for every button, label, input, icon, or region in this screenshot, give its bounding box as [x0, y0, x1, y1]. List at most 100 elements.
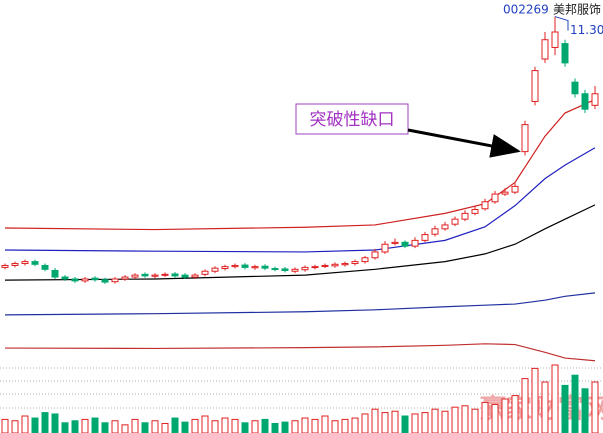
volume-bar	[191, 418, 199, 433]
candle-body	[111, 278, 119, 283]
volume-bar	[361, 413, 369, 433]
candle-body	[321, 264, 329, 267]
volume-bar	[371, 408, 379, 433]
volume-bar	[241, 422, 249, 433]
volume-bar	[331, 420, 339, 433]
volume-bar	[491, 403, 499, 433]
candle-body	[391, 241, 399, 244]
candle-body	[31, 261, 39, 265]
candle-body	[521, 124, 529, 153]
candle-body	[531, 70, 539, 102]
candle-body	[291, 268, 299, 272]
volume-bar	[91, 417, 99, 433]
volume-bar	[431, 408, 439, 433]
candle-body	[221, 266, 229, 270]
volume-bar	[301, 417, 309, 433]
candle-body	[91, 277, 99, 281]
candle-body	[401, 241, 409, 247]
candle-body	[511, 185, 519, 193]
volume-bar	[351, 417, 359, 433]
candle-body	[351, 261, 359, 265]
candle-body	[261, 265, 269, 269]
candle-body	[11, 263, 19, 266]
candle-body	[171, 273, 179, 277]
candle-body	[181, 274, 189, 278]
candle-body	[441, 224, 449, 230]
volume-bar	[591, 381, 599, 433]
candle-body	[41, 264, 49, 270]
volume-bar	[321, 415, 329, 433]
volume-bar	[581, 388, 589, 433]
moving-average	[4, 204, 596, 281]
volume-bar	[451, 406, 459, 433]
annotation-arrow	[407, 128, 521, 158]
volume-bar	[311, 418, 319, 433]
candle-body	[301, 266, 309, 271]
candle-body	[581, 93, 589, 110]
candle-body	[121, 276, 129, 280]
volume-bar	[231, 418, 239, 433]
candle-body	[461, 212, 469, 220]
volume-bar	[551, 364, 559, 433]
volume-bar	[181, 421, 189, 433]
candle-body	[21, 261, 29, 265]
candle-body	[491, 193, 499, 203]
volume-bar	[291, 420, 299, 433]
volume-bar	[131, 418, 139, 433]
candle-body	[1, 264, 9, 268]
candle-body	[591, 93, 599, 106]
candle-body	[51, 269, 59, 278]
volume-bar	[81, 418, 89, 433]
candle-body	[131, 274, 139, 278]
candle-body	[571, 81, 579, 95]
volume-bar	[461, 405, 469, 433]
volume-bar	[141, 422, 149, 433]
volume-bar	[31, 417, 39, 433]
moving-average	[4, 98, 596, 231]
volume-bar	[111, 420, 119, 433]
volume-bar	[521, 378, 529, 433]
volume-bar	[511, 395, 519, 433]
volume-bar	[541, 381, 549, 433]
candle-body	[381, 243, 389, 253]
candle-body	[481, 201, 489, 210]
stock-code: 002269	[503, 3, 549, 17]
volume-bar	[381, 412, 389, 433]
volume-bar	[501, 398, 509, 433]
volume-bar	[441, 410, 449, 433]
volume-bar	[251, 420, 259, 433]
plot	[1, 16, 599, 433]
volume-bar	[11, 420, 19, 433]
stock-name: 美邦服饰	[553, 3, 601, 17]
volume-bar	[411, 413, 419, 433]
moving-average	[4, 292, 596, 316]
candle-body	[201, 270, 209, 275]
annotation: 突破性缺口	[310, 110, 395, 130]
volume-bar	[341, 418, 349, 433]
candle-body	[311, 266, 319, 269]
candle-body	[211, 267, 219, 272]
candle-body	[411, 239, 419, 247]
candle-body	[71, 278, 79, 282]
candle-body	[231, 264, 239, 268]
candle-body	[431, 228, 439, 235]
annotation-box	[295, 103, 409, 135]
candle-body	[151, 274, 159, 277]
volume-bar	[1, 418, 9, 433]
candle-body	[561, 43, 569, 64]
volume-bar	[171, 417, 179, 433]
candle-body	[101, 279, 109, 283]
volume-bar	[51, 413, 59, 433]
volume-bar	[401, 415, 409, 433]
candle-body	[271, 268, 279, 271]
candle-body	[141, 273, 149, 277]
candle-body	[61, 276, 69, 280]
volume-bar	[71, 420, 79, 433]
volume-bar	[421, 412, 429, 433]
volume-bar	[281, 421, 289, 433]
max-marker	[554, 16, 569, 31]
candle-body	[361, 257, 369, 263]
moving-average	[4, 147, 596, 253]
moving-average	[4, 343, 596, 362]
volume-bar	[41, 412, 49, 433]
